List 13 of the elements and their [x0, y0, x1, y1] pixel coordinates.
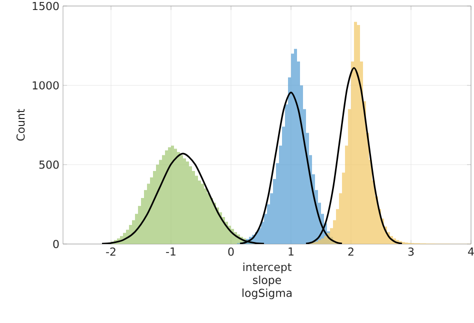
x-tick-label: 0 [228, 248, 234, 256]
x-tick-label: 3 [408, 248, 414, 256]
x-tick-label: -2 [106, 248, 116, 256]
x-tick-label: 1 [288, 248, 294, 256]
x-axis-title: intercept slope logSigma [242, 262, 292, 300]
y-tick-label: 500 [39, 160, 59, 169]
x-tick-label: 2 [348, 248, 354, 256]
y-tick-label: 0 [53, 240, 59, 248]
y-axis-title: Count [16, 108, 25, 141]
y-tick-label: 1500 [32, 2, 59, 10]
x-tick-label: -1 [166, 248, 176, 256]
x-tick-label: 4 [468, 248, 474, 256]
y-tick-label: 1000 [32, 81, 59, 90]
